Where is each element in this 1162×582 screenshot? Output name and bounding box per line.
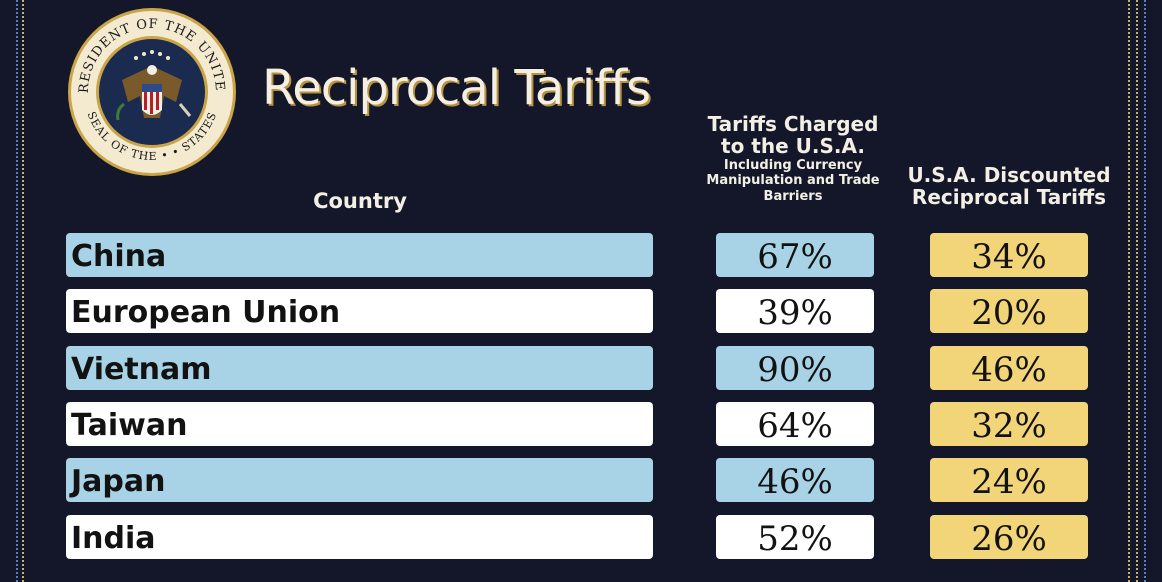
tariff-charged-cell: 90%	[716, 346, 874, 390]
header-tariffs-charged-main: Tariffs Charged to the U.S.A.	[707, 112, 879, 159]
left-border-inner	[22, 0, 24, 582]
header-tariffs-charged-sub: Including Currency Manipulation and Trad…	[706, 157, 880, 204]
country-cell: Japan	[66, 458, 653, 502]
header-discounted-tariffs: U.S.A. Discounted Reciprocal Tariffs	[907, 163, 1111, 210]
right-border-inner	[1128, 0, 1130, 582]
tariff-charged-cell: 46%	[716, 458, 874, 502]
left-border-outer	[16, 0, 18, 582]
country-cell: European Union	[66, 289, 653, 333]
page-title: Reciprocal Tariffs	[262, 60, 651, 116]
tariff-charged-cell: 67%	[716, 233, 874, 277]
header-country: Country	[313, 189, 407, 213]
tariff-discounted-cell: 46%	[930, 346, 1088, 390]
header-tariffs-charged: Tariffs Charged to the U.S.A. Including …	[698, 113, 888, 205]
tariff-discounted-cell: 26%	[930, 515, 1088, 559]
tariff-discounted-cell: 20%	[930, 289, 1088, 333]
presidential-seal-icon: PRESIDENT OF THE UNITED SEAL OF THE • • …	[66, 6, 236, 176]
right-border-outer	[1144, 0, 1146, 582]
tariff-discounted-cell: 32%	[930, 402, 1088, 446]
right-border-middle	[1136, 0, 1138, 582]
tariff-charged-cell: 39%	[716, 289, 874, 333]
country-cell: Taiwan	[66, 402, 653, 446]
tariff-discounted-cell: 34%	[930, 233, 1088, 277]
country-cell: China	[66, 233, 653, 277]
tariff-charged-cell: 52%	[716, 515, 874, 559]
country-cell: India	[66, 515, 653, 559]
tariff-charged-cell: 64%	[716, 402, 874, 446]
tariff-discounted-cell: 24%	[930, 458, 1088, 502]
country-cell: Vietnam	[66, 346, 653, 390]
